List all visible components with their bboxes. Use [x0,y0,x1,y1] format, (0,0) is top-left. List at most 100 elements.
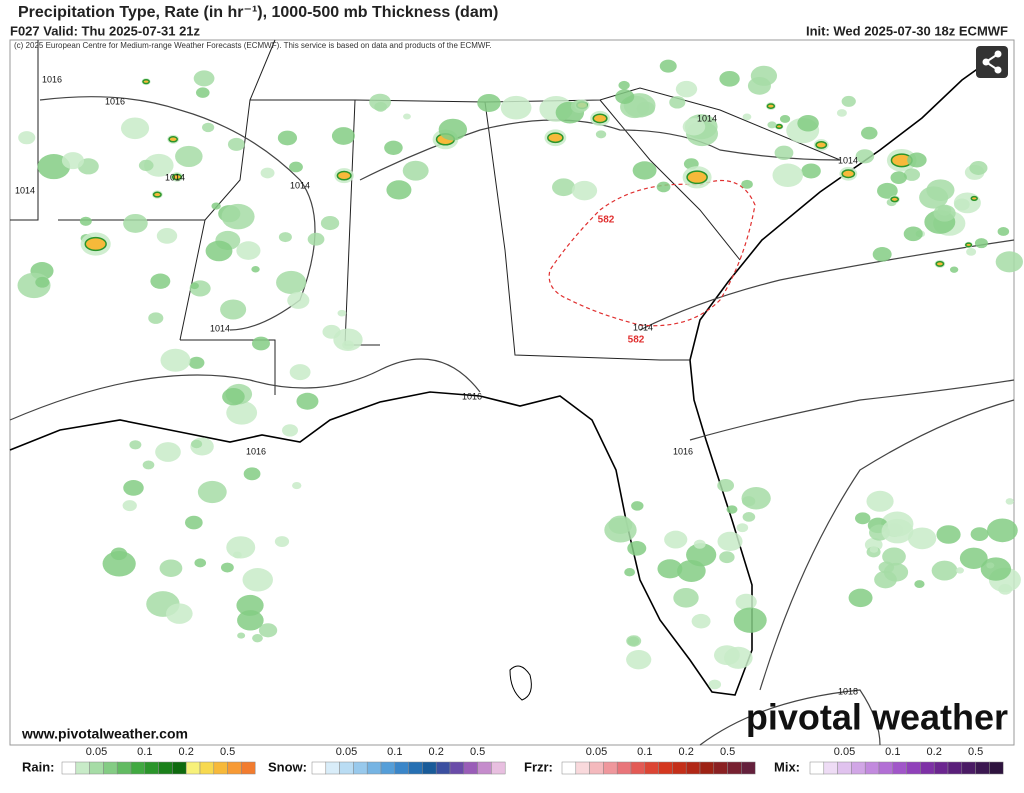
legend-swatch [353,761,368,775]
legend-swatch [906,761,921,775]
legend-swatch [975,761,990,775]
rain-area [974,238,988,249]
heavy-rain [547,132,564,144]
legend-name: Snow: [268,759,307,774]
rain-area [278,232,292,243]
rain-area [673,588,699,608]
rain-area [243,467,261,481]
legend: Rain: 0.05 0.1 0.2 0.5 Snow: 0.05 0.1 0.2 0.5 Frzr… [22,746,1004,775]
legend-name: Mix: [774,759,800,774]
share-button[interactable] [976,46,1008,78]
rain-area [933,204,956,222]
legend-tick: 0.2 [179,746,194,758]
rain-area [627,541,647,556]
island [509,665,532,701]
pressure-label: 1014 [697,113,717,123]
rain-area [160,348,191,372]
title: Precipitation Type, Rate (in hr⁻¹), 1000… [18,4,498,21]
rain-area [322,324,341,339]
rain-area [931,560,958,581]
rain-area [774,145,794,161]
legend-swatch [311,761,327,775]
rain-area [277,130,298,146]
rain-area [836,109,847,117]
legend-swatch [325,761,340,775]
legend-tick: 0.5 [470,746,485,758]
rain-area [615,89,635,104]
rain-area [675,80,698,98]
heavy-rain [970,195,978,201]
rain-area [188,356,205,369]
contour-line [759,399,1015,691]
rain-area [251,266,260,273]
rain-area [969,161,988,175]
rain-area [18,131,36,145]
pressure-label: 1018 [838,686,858,696]
contour-line [689,379,1015,441]
legend-tick: 0.1 [387,746,402,758]
pressure-label: 1014 [633,322,653,332]
rain-area [193,70,215,87]
heavy-rain [766,103,776,109]
legend-swatch [380,761,396,775]
rain-area [779,115,791,123]
rain-area [659,59,677,73]
legend-swatch [408,761,423,775]
legend-swatch [75,761,90,775]
rain-area [872,247,892,262]
rain-area [374,101,387,112]
rain-area [226,400,258,425]
legend-tick: 0.1 [885,746,900,758]
rain-area [500,95,532,120]
init-time: Init: Wed 2025-07-30 18z ECMWF [806,23,1008,38]
rain-area [438,118,468,141]
website[interactable]: www.pivotalweather.com [21,726,188,742]
legend-tick: 0.05 [86,746,107,758]
rain-area [274,536,290,548]
rain-area [205,240,233,262]
heavy-rain [815,141,828,149]
rain-area [656,181,671,193]
rain-area [959,547,988,569]
rain-area [626,649,652,670]
legend-swatch [103,761,118,775]
rain-area [202,122,215,133]
rain-area [719,551,735,564]
legend-swatch [630,761,646,775]
rain-area [866,490,894,512]
rain-area [129,440,142,450]
rain-area [719,70,740,87]
rain-area [571,180,598,201]
rain-area [726,505,738,514]
pressure-label: 1014 [165,172,185,182]
pressure-label: 1016 [105,96,125,106]
rain-area [276,270,307,295]
pressure-label: 1016 [462,391,482,401]
legend-swatch [713,761,728,775]
rain-area [236,241,261,260]
legend-swatch [477,761,492,775]
rain-area [159,559,183,577]
rain-area [123,213,148,233]
legend-swatch [961,761,976,775]
rain-area [741,179,753,189]
rain-area [848,588,873,608]
rain-area [936,525,961,544]
rain-area [477,93,501,112]
rain-area [986,562,995,569]
heavy-rain [336,170,352,181]
legend-swatch [449,761,465,775]
rain-area [190,282,199,290]
legend-swatch [616,761,632,775]
rain-area [122,500,137,512]
legend-tick: 0.5 [220,746,235,758]
geography [9,39,1015,746]
rain-area [194,558,207,568]
rain-area [195,87,210,98]
rain-area [221,203,255,230]
state-line [250,99,380,346]
legend-swatch [933,761,949,775]
rain-area [882,547,906,566]
rain-area [185,515,203,530]
